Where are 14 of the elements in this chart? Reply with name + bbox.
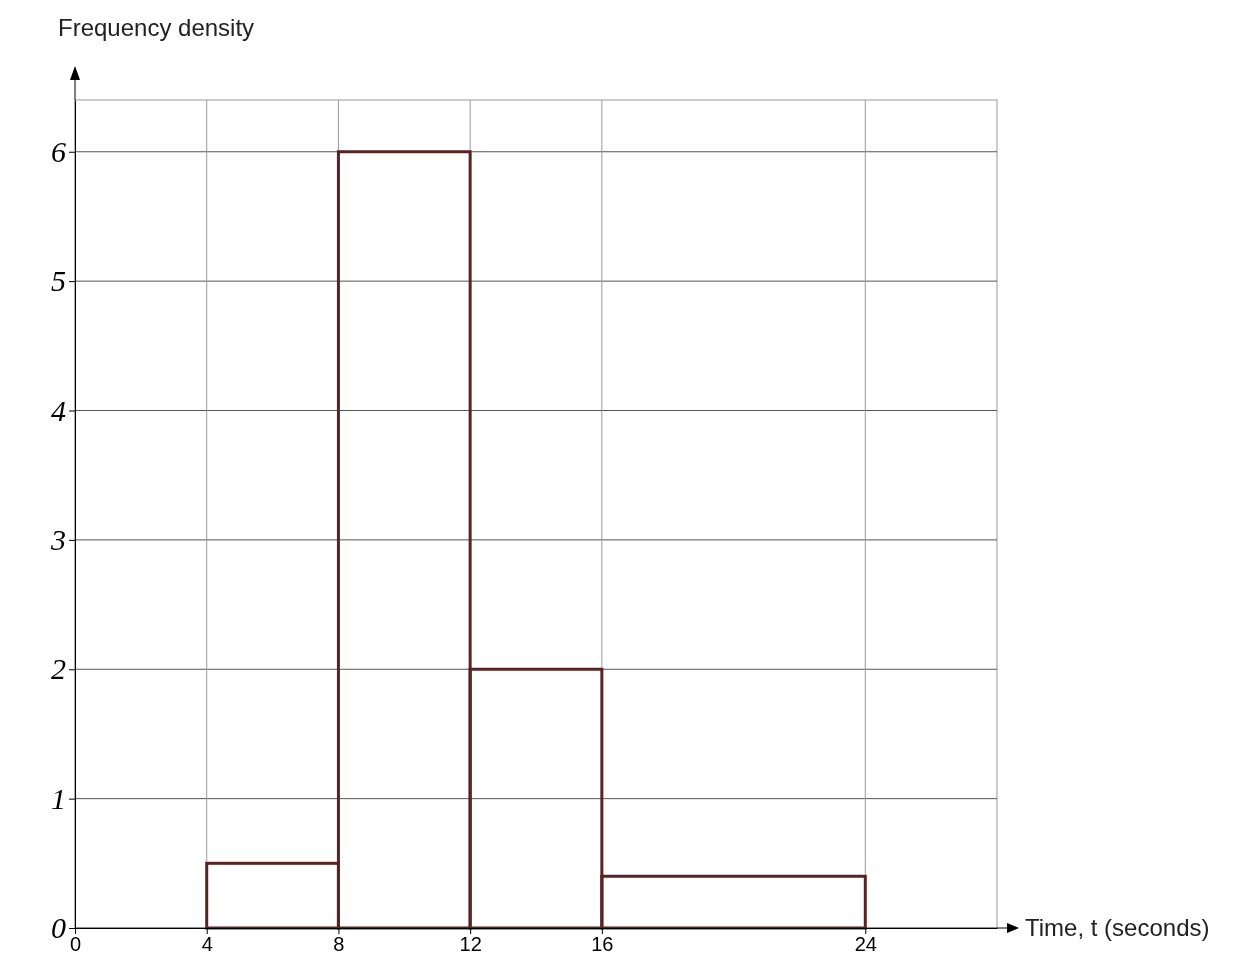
x-tick-label: 24 [854, 933, 877, 956]
y-tick-label: 5 [51, 264, 66, 298]
x-tick-label: 0 [69, 933, 82, 956]
y-tick-label: 2 [51, 652, 66, 686]
x-tick-label: 12 [459, 933, 482, 956]
y-axis-title: Frequency density [58, 14, 255, 41]
x-tick-label: 16 [591, 933, 614, 956]
x-axis-title: Time, t (seconds) [1025, 914, 1210, 941]
x-tick-label: 8 [333, 933, 345, 956]
x-tick-label: 4 [201, 933, 213, 956]
y-tick-label: 1 [51, 781, 66, 815]
y-tick-label: 6 [51, 134, 66, 168]
y-tick-label: 4 [51, 393, 66, 427]
y-tick-label: 3 [50, 522, 66, 556]
